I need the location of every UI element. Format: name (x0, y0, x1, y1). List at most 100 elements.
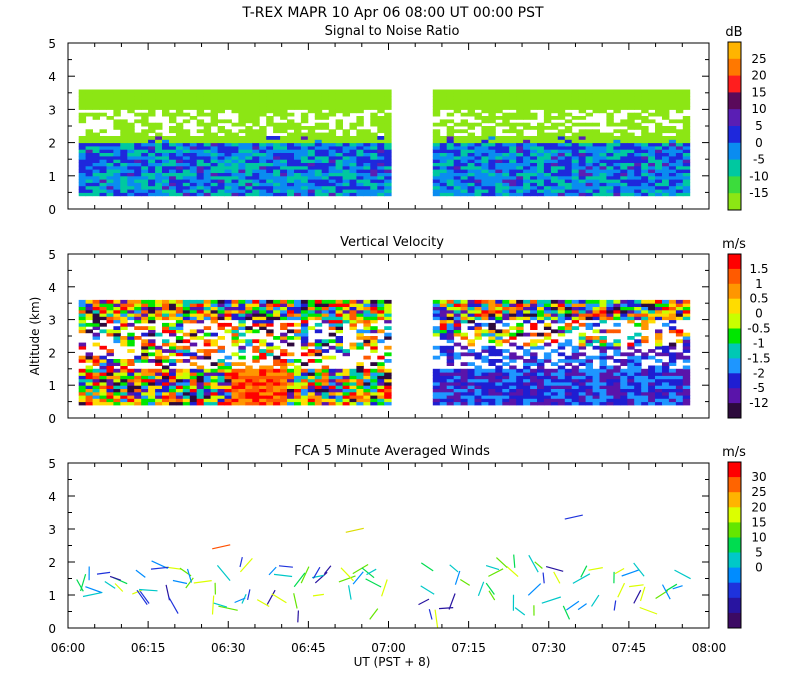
heatmap-cell (557, 152, 566, 157)
heatmap-cell (245, 378, 253, 383)
heatmap-cell (641, 136, 649, 140)
heatmap-cell (481, 316, 489, 321)
heatmap-cell (169, 145, 177, 150)
heatmap-cell (356, 401, 364, 406)
heatmap-cell (287, 189, 295, 193)
heatmap-cell (662, 391, 670, 396)
heatmap-cell (675, 152, 684, 157)
heatmap-cell (224, 136, 232, 140)
heatmap-cell (620, 388, 628, 393)
heatmap-cell (474, 189, 482, 193)
x-tick-label: 06:00 (51, 641, 86, 655)
heatmap-cell (627, 299, 635, 304)
heatmap-cell (335, 322, 343, 327)
heatmap-cell (523, 385, 531, 389)
heatmap-cell (307, 165, 316, 170)
heatmap-cell (495, 155, 503, 160)
heatmap-cell (252, 192, 260, 197)
heatmap-cell (342, 391, 350, 396)
heatmap-cell (557, 169, 566, 173)
heatmap-cell (294, 132, 302, 137)
heatmap-cell (474, 182, 482, 187)
heatmap-cell (474, 136, 482, 140)
heatmap-cell (467, 102, 475, 107)
heatmap-cell (155, 155, 163, 160)
heatmap-cell (224, 303, 232, 307)
heatmap-cell (564, 391, 573, 396)
heatmap-cell (488, 175, 496, 180)
heatmap-cell (356, 129, 364, 134)
heatmap-cell (99, 322, 107, 327)
heatmap-cell (578, 169, 587, 173)
heatmap-cell (78, 175, 87, 180)
heatmap-cell (585, 309, 593, 314)
heatmap-cell (571, 102, 580, 107)
heatmap-cell (134, 136, 142, 140)
heatmap-cell (662, 159, 670, 163)
heatmap-cell (141, 306, 149, 311)
heatmap-cell (668, 172, 677, 177)
heatmap-cell (169, 126, 177, 130)
heatmap-cell (238, 102, 246, 107)
heatmap-cell (446, 401, 455, 406)
heatmap-cell (516, 116, 524, 120)
heatmap-cell (675, 92, 684, 97)
y-tick-label: 4 (48, 281, 56, 295)
heatmap-cell (377, 368, 385, 373)
heatmap-cell (321, 132, 330, 137)
heatmap-cell (585, 395, 593, 399)
heatmap-cell (92, 112, 100, 117)
heatmap-cell (307, 359, 316, 363)
heatmap-cell (273, 375, 281, 380)
heatmap-cell (155, 192, 163, 197)
heatmap-cell (328, 378, 337, 383)
heatmap-cell (648, 189, 656, 193)
heatmap-cell (294, 336, 302, 340)
heatmap-cell (467, 319, 475, 324)
heatmap-cell (328, 102, 337, 107)
heatmap-cell (648, 155, 656, 160)
heatmap-cell (662, 116, 670, 120)
heatmap-cell (453, 162, 462, 167)
heatmap-cell (384, 122, 392, 127)
heatmap-cell (328, 388, 337, 393)
heatmap-cell (189, 385, 198, 389)
heatmap-cell (155, 182, 163, 187)
heatmap-cell (488, 129, 496, 134)
heatmap-cell (543, 309, 552, 314)
heatmap-cell (287, 329, 295, 334)
heatmap-cell (189, 162, 198, 167)
heatmap-cell (557, 165, 566, 170)
heatmap-cell (189, 142, 198, 147)
heatmap-cell (620, 96, 628, 100)
heatmap-cell (557, 136, 566, 140)
heatmap-cell (606, 179, 614, 183)
colorbar-swatch (728, 313, 741, 329)
heatmap-cell (85, 96, 93, 100)
heatmap-cell (675, 99, 684, 104)
heatmap-cell (162, 162, 170, 167)
heatmap-cell (537, 192, 545, 197)
heatmap-cell (481, 175, 489, 180)
heatmap-cell (280, 145, 288, 150)
heatmap-cell (460, 303, 468, 307)
heatmap-cell (634, 102, 642, 107)
heatmap-cell (300, 179, 309, 183)
heatmap-cell (675, 139, 684, 144)
heatmap-cell (377, 106, 385, 110)
heatmap-cell (245, 149, 253, 153)
heatmap-cell (488, 329, 496, 334)
heatmap-cell (467, 313, 475, 317)
heatmap-cell (488, 149, 496, 153)
heatmap-cell (210, 182, 218, 187)
heatmap-cell (585, 106, 593, 110)
heatmap-cell (287, 388, 295, 393)
heatmap-cell (599, 339, 607, 344)
heatmap-cell (363, 106, 371, 110)
heatmap-cell (203, 326, 212, 330)
heatmap-cell (224, 378, 232, 383)
heatmap-cell (571, 89, 580, 94)
heatmap-cell (675, 355, 684, 360)
heatmap-cell (99, 106, 107, 110)
heatmap-cell (280, 313, 288, 317)
